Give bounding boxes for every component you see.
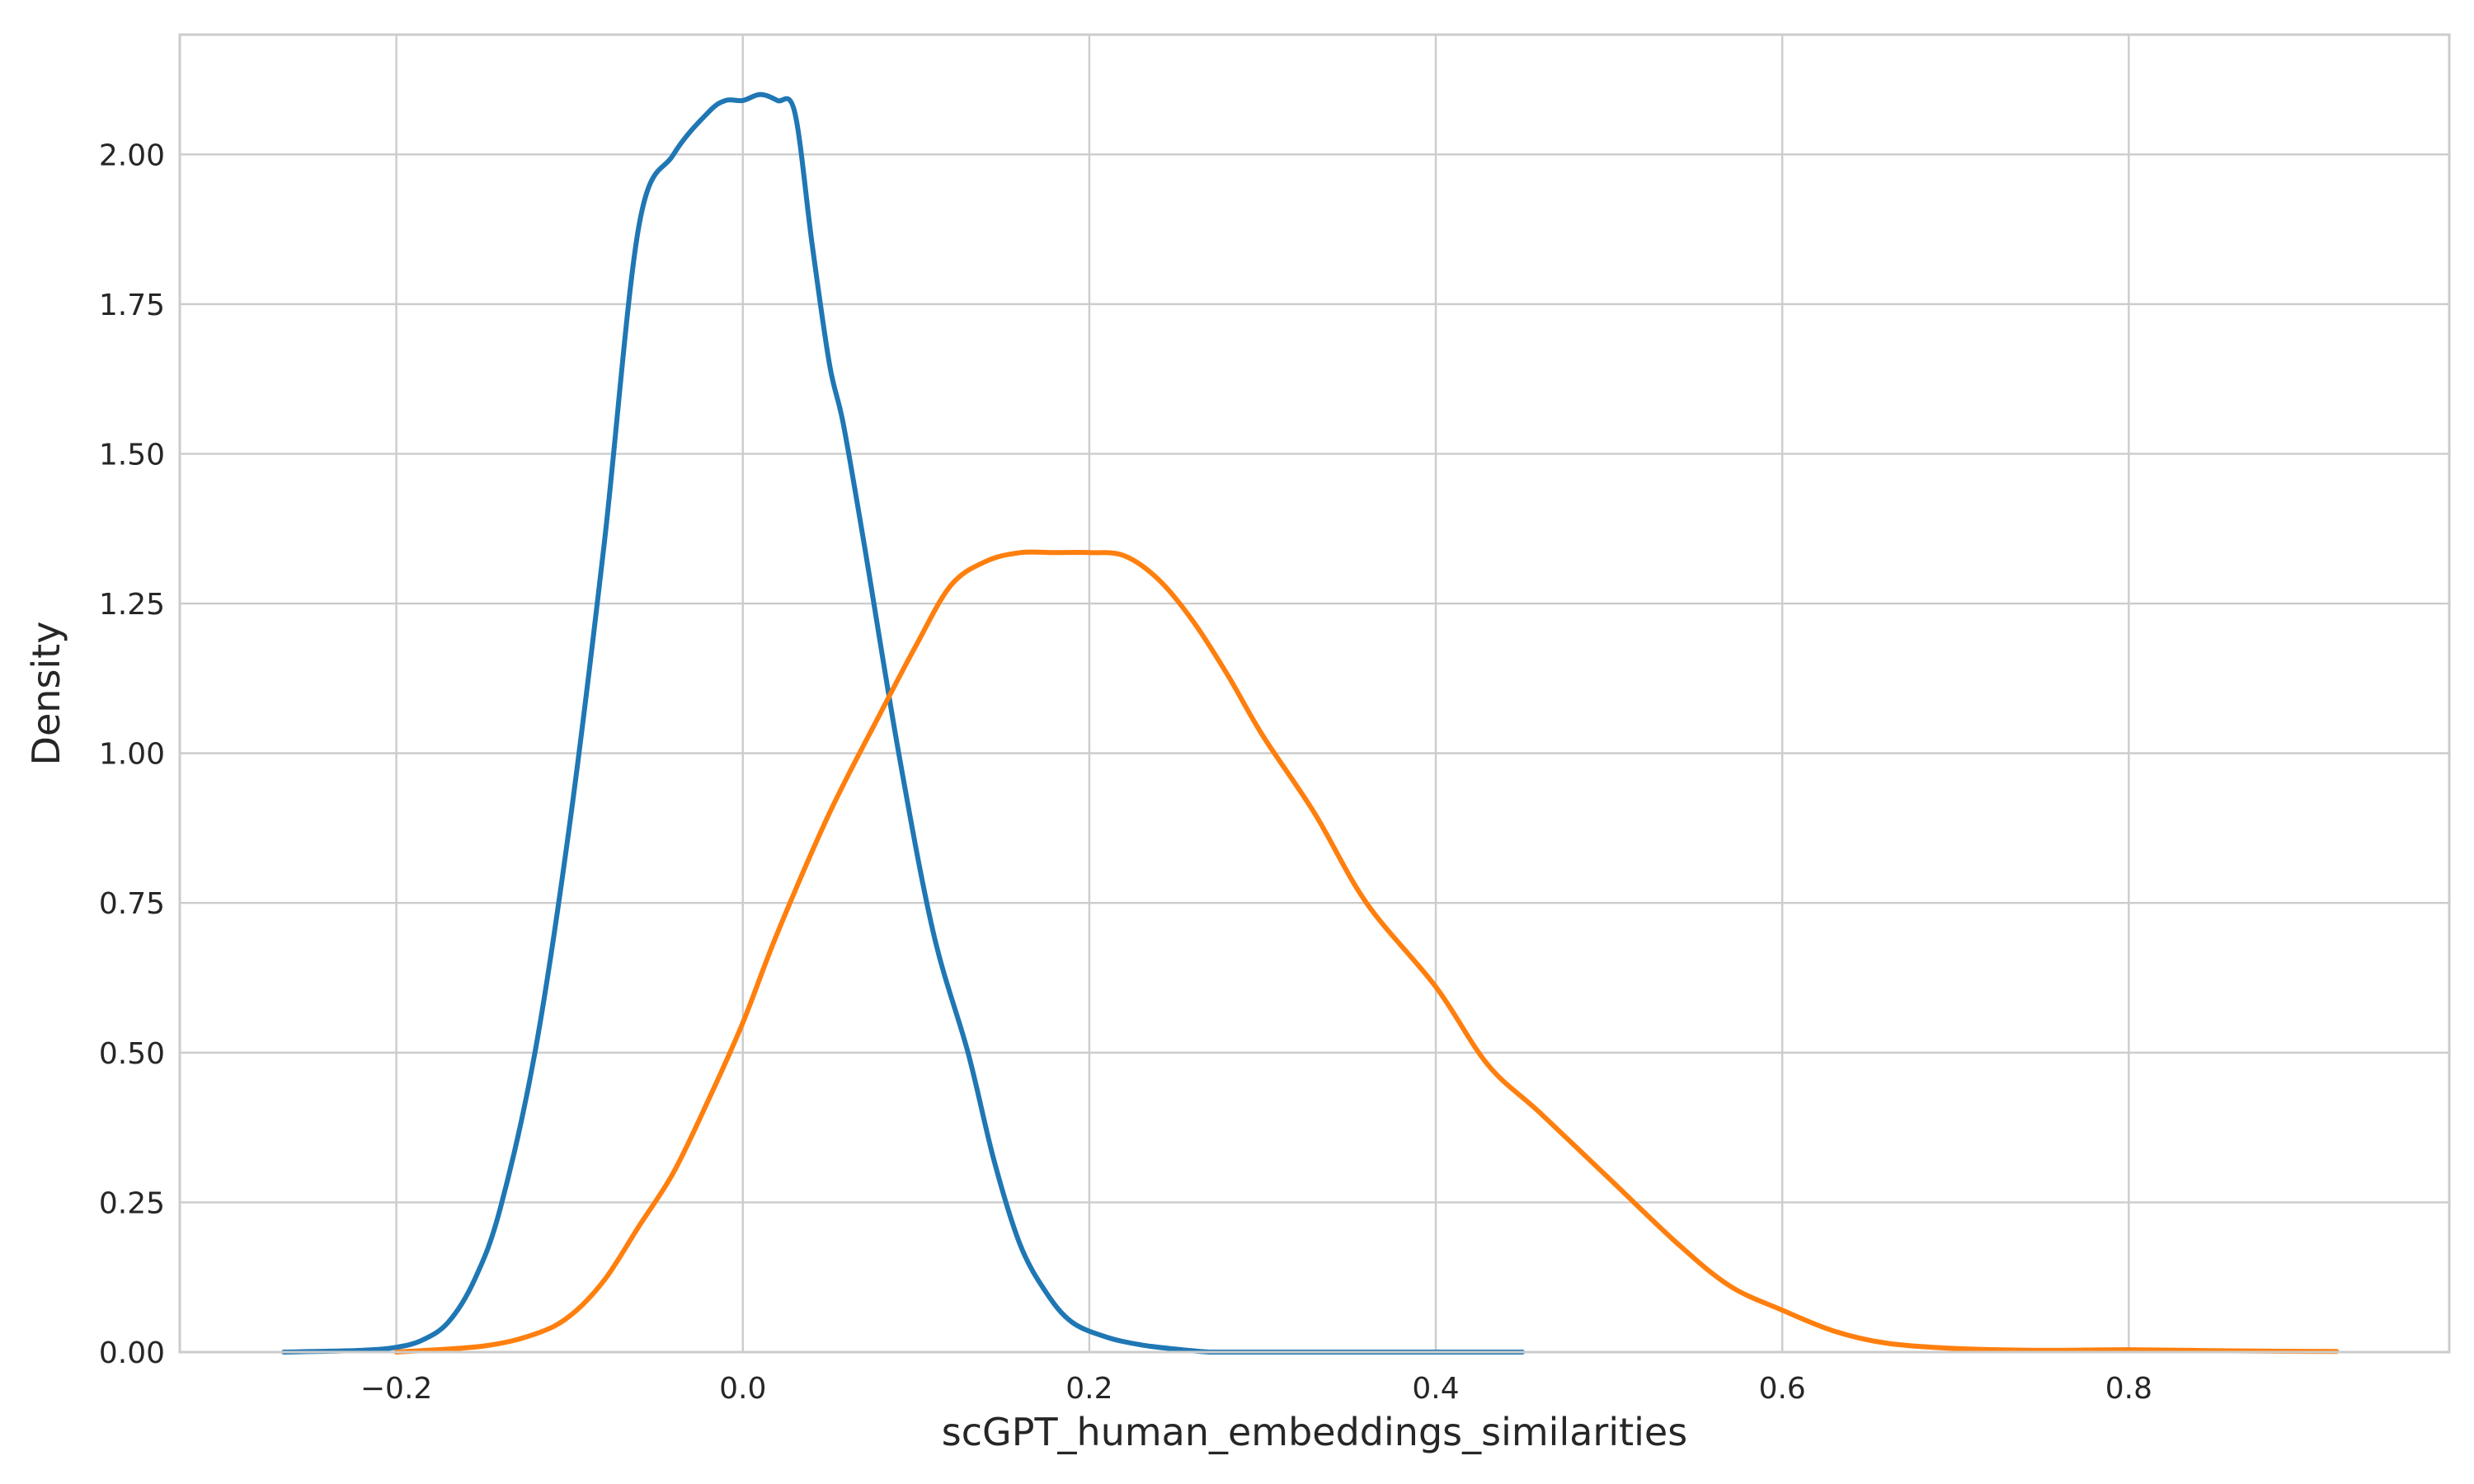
x-tick-label: 0.6 [1759, 1372, 1806, 1406]
density-curve-2 [393, 549, 2340, 1355]
tick-label-layer: −0.2 0.0 0.2 0.4 0.6 0.8 0.00 0.25 0.50 0.75 1.00 1… [99, 139, 2152, 1406]
plot-frame [178, 33, 2451, 1354]
series-layer [281, 92, 2340, 1355]
y-tick-label: 2.00 [99, 139, 165, 172]
x-axis-label: scGPT_human_embeddings_similarities [942, 1410, 1687, 1454]
x-tick-label: 0.4 [1412, 1372, 1459, 1406]
y-tick-label: 1.50 [99, 438, 165, 472]
grid-layer [180, 35, 2449, 1354]
density-curve-1 [281, 92, 1526, 1355]
y-tick-label: 0.25 [99, 1186, 165, 1220]
y-axis-label: Density [24, 622, 68, 766]
x-tick-label: 0.2 [1065, 1372, 1112, 1406]
y-tick-label: 1.75 [99, 289, 165, 322]
y-tick-label: 0.00 [99, 1336, 165, 1370]
x-tick-label: 0.8 [2105, 1372, 2152, 1406]
x-tick-label: 0.0 [719, 1372, 766, 1406]
y-tick-label: 1.00 [99, 738, 165, 772]
y-tick-label: 1.25 [99, 588, 165, 622]
x-tick-label: −0.2 [360, 1372, 432, 1406]
y-tick-label: 0.50 [99, 1037, 165, 1071]
y-tick-label: 0.75 [99, 887, 165, 921]
